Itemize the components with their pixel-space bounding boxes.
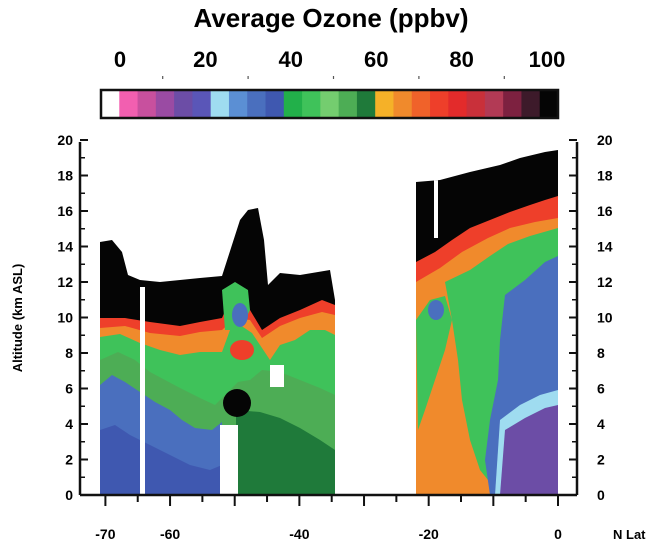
y-tick-label-left: 18: [57, 168, 73, 184]
y-tick-label-left: 2: [65, 452, 73, 468]
colorbar-swatch: [338, 90, 358, 118]
x-tick-label: -60: [160, 526, 180, 542]
y-tick-label-left: 6: [65, 381, 73, 397]
colorbar-tick-label: 80: [449, 47, 473, 72]
colorbar-swatch: [119, 90, 139, 118]
y-axis-label: Altitude (km ASL): [10, 264, 25, 373]
y-tick-label-left: 12: [57, 274, 73, 290]
x-tick-label: -20: [419, 526, 439, 542]
y-tick-label-right: 18: [597, 168, 613, 184]
colorbar-swatch: [521, 90, 541, 118]
x-tick-label: -40: [289, 526, 309, 542]
colorbar-swatch: [192, 90, 212, 118]
colorbar-swatch: [302, 90, 321, 118]
colorbar-swatch: [484, 90, 504, 118]
colorbar-swatch: [466, 90, 486, 118]
y-tick-label-left: 4: [65, 416, 73, 432]
y-tick-label-right: 12: [597, 274, 613, 290]
y-tick-label-right: 6: [597, 381, 605, 397]
colorbar-tick-label: 100: [529, 47, 566, 72]
colorbar-swatch: [155, 90, 175, 118]
colorbar-swatch: [283, 90, 303, 118]
colorbar-tick-label: 60: [364, 47, 388, 72]
x-axis-label: N Lat: [613, 527, 646, 542]
y-tick-label-right: 20: [597, 132, 613, 148]
colorbar-ticks: 0 20 40 60 80 100: [114, 47, 565, 79]
y-tick-label-right: 2: [597, 452, 605, 468]
colorbar-tick-label: 20: [193, 47, 217, 72]
y-tick-label-left: 20: [57, 132, 73, 148]
x-axis: -70 -60 -40 -20 0: [95, 495, 562, 542]
y-tick-label-left: 8: [65, 345, 73, 361]
chart-title: Average Ozone (ppbv): [194, 3, 469, 33]
y-tick-label-right: 14: [597, 239, 613, 255]
colorbar-swatch: [265, 90, 285, 118]
y-axis-left: 0 2 4 6 8 10 12 14 16 18 20: [57, 132, 88, 503]
colorbar-tick-label: 0: [114, 47, 126, 72]
colorbar-swatch: [174, 90, 193, 118]
colorbar-swatch: [539, 90, 559, 118]
y-axis-right: 0 2 4 6 8 10 12 14 16 18 20: [569, 132, 613, 503]
y-tick-label-left: 10: [57, 310, 73, 326]
colorbar-swatch: [137, 90, 157, 118]
y-tick-label-right: 16: [597, 203, 613, 219]
north-segment: [416, 150, 558, 495]
colorbar-swatch: [503, 90, 522, 118]
colorbar-swatch: [411, 90, 431, 118]
colorbar-swatch: [430, 90, 449, 118]
y-tick-label-left: 14: [57, 239, 73, 255]
colorbar-swatch: [210, 90, 230, 118]
colorbar-swatch: [320, 90, 340, 118]
y-tick-label-left: 0: [65, 487, 73, 503]
x-tick-label: -70: [95, 526, 115, 542]
colorbar-swatch: [247, 90, 267, 118]
y-tick-label-right: 4: [597, 416, 605, 432]
south-segment: [100, 208, 335, 495]
y-tick-label-right: 0: [597, 487, 605, 503]
colorbar-swatch: [375, 90, 394, 118]
y-tick-label-right: 8: [597, 345, 605, 361]
x-tick-label: 0: [554, 526, 562, 542]
colorbar-swatch: [356, 90, 376, 118]
colorbar-swatch: [448, 90, 468, 118]
colorbar-swatch: [101, 90, 120, 118]
colorbar-tick-label: 40: [279, 47, 303, 72]
colorbar: [101, 90, 559, 118]
y-tick-label-right: 10: [597, 310, 613, 326]
colorbar-swatch: [228, 90, 248, 118]
colorbar-frame: [99, 88, 560, 120]
colorbar-swatch: [393, 90, 413, 118]
y-tick-label-left: 16: [57, 203, 73, 219]
